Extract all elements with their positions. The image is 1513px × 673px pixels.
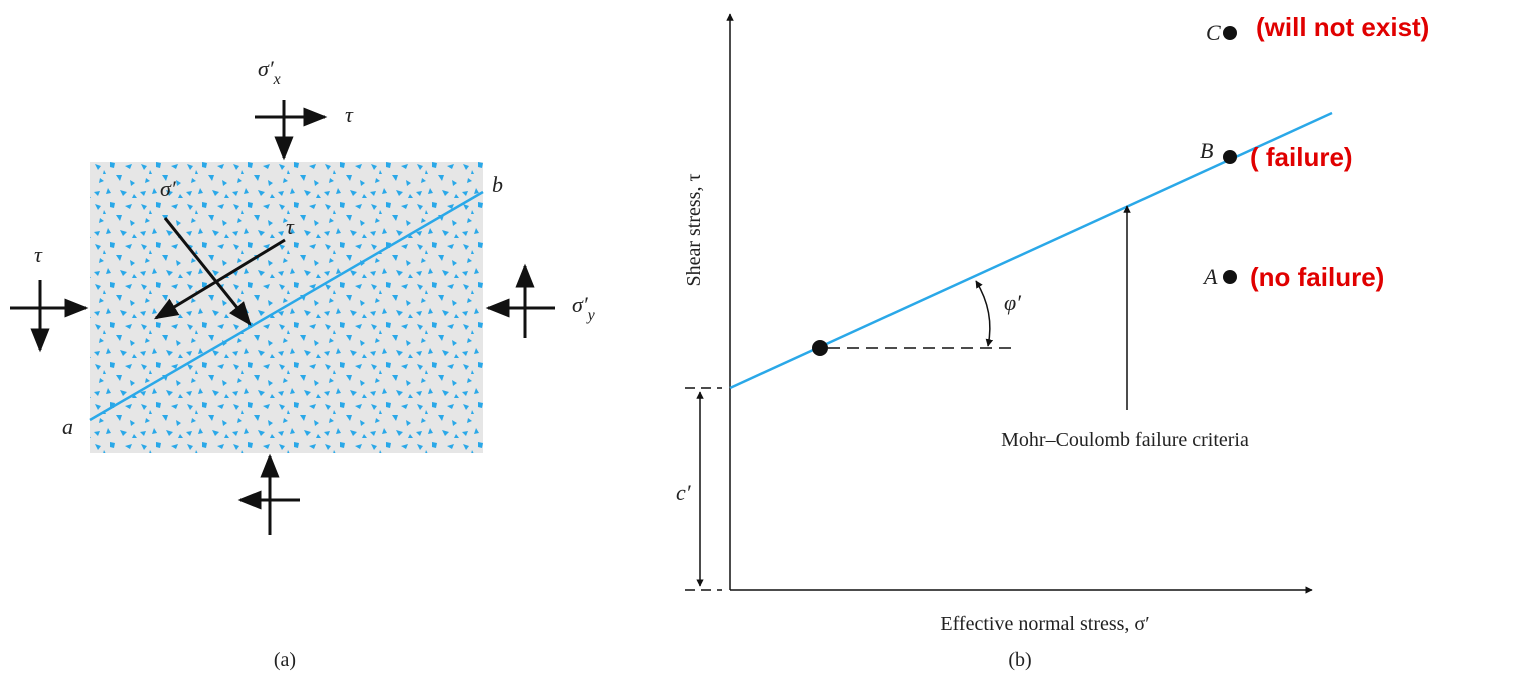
label: b	[492, 172, 503, 197]
label: c′	[676, 480, 692, 505]
point-label: B	[1200, 138, 1213, 163]
label: τ	[34, 242, 43, 267]
subscript: y	[586, 307, 596, 324]
dot	[1223, 26, 1237, 40]
label: σ′y	[572, 292, 596, 324]
label: a	[62, 414, 73, 439]
point-label: C	[1206, 20, 1221, 45]
note: ( failure)	[1250, 142, 1353, 172]
dot	[1223, 270, 1237, 284]
panel-b: φ′ c′ Mohr–Coulomb failure criteria Shea…	[676, 12, 1429, 671]
soil-element	[90, 162, 483, 453]
label: σ′	[160, 176, 177, 201]
symbol: σ′	[258, 56, 275, 81]
subscript: x	[273, 71, 281, 88]
note: (no failure)	[1250, 262, 1384, 292]
symbol: σ′	[572, 292, 589, 317]
label: τ	[345, 102, 354, 127]
label: σ′x	[258, 56, 281, 88]
label: Mohr–Coulomb failure criteria	[1001, 429, 1249, 451]
caption: (a)	[274, 649, 296, 671]
note: (will not exist)	[1256, 12, 1429, 42]
diagram: σ′x τ τ σ′y σ′ τ b a (a) φ′ c′ Mohr–Coul…	[0, 0, 1513, 673]
dot	[812, 340, 828, 356]
angle-arc	[976, 281, 990, 346]
panel-a: σ′x τ τ σ′y σ′ τ b a (a)	[10, 56, 596, 671]
dot	[1223, 150, 1237, 164]
point-label: A	[1202, 264, 1218, 289]
axis-label: Effective normal stress, σ′	[940, 613, 1149, 635]
label: φ′	[1004, 290, 1022, 315]
label: τ	[286, 214, 295, 239]
caption: (b)	[1008, 649, 1031, 671]
axis-label: Shear stress, τ	[683, 173, 705, 286]
